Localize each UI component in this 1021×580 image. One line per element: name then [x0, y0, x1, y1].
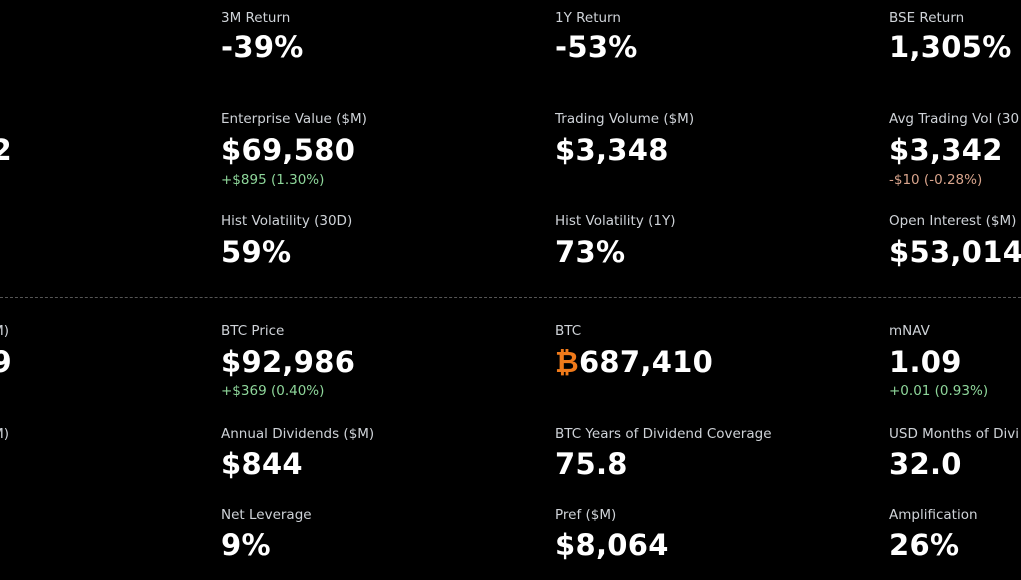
clipped-value: 9 — [0, 345, 12, 379]
metric-value: $8,064 — [555, 527, 669, 563]
value-text: 59% — [221, 235, 292, 269]
value-text: 1.09 — [889, 345, 962, 379]
metric-label: Trading Volume ($M) — [555, 111, 695, 127]
metric-label: Net Leverage — [221, 507, 312, 523]
value-text: 26% — [889, 528, 960, 562]
metric-change: -$10 (-0.28%) — [889, 172, 983, 188]
metric-value: $69,580 — [221, 132, 355, 168]
metric-value: $53,014 — [889, 234, 1021, 270]
currency-symbol: ₿ — [555, 345, 579, 379]
value-text: $3,348 — [555, 133, 669, 167]
metric-value: $92,986 — [221, 344, 355, 380]
value-text: $8,064 — [555, 528, 669, 562]
metric-label: BTC Price — [221, 323, 285, 339]
metric-value: $844 — [221, 446, 303, 482]
metric-label: BSE Return — [889, 10, 965, 26]
metric-label: Avg Trading Vol (30 — [889, 111, 1020, 127]
value-text: 32.0 — [889, 447, 962, 481]
metric-change: +0.01 (0.93%) — [889, 383, 989, 399]
metric-value: $3,342 — [889, 132, 1003, 168]
metric-label: BTC Years of Dividend Coverage — [555, 426, 772, 442]
metric-label: 1Y Return — [555, 10, 621, 26]
metric-value: 59% — [221, 234, 291, 270]
metric-value: $3,348 — [555, 132, 669, 168]
clipped-label: M) — [0, 426, 9, 442]
value-text: -39% — [221, 30, 304, 64]
metric-label: mNAV — [889, 323, 930, 339]
metric-value: 26% — [889, 527, 959, 563]
metric-value: 1.09 — [889, 344, 962, 380]
metric-label: 3M Return — [221, 10, 291, 26]
metric-value: 75.8 — [555, 446, 628, 482]
value-text: $3,342 — [889, 133, 1003, 167]
metric-label: Annual Dividends ($M) — [221, 426, 375, 442]
value-text: 1,305% — [889, 30, 1012, 64]
metric-value: ₿687,410 — [555, 344, 713, 380]
metric-value: 1,305% — [889, 29, 1012, 65]
value-text: $53,014 — [889, 235, 1021, 269]
metric-change: +$369 (0.40%) — [221, 383, 325, 399]
metric-label: Amplification — [889, 507, 978, 523]
metric-label: Hist Volatility (1Y) — [555, 213, 676, 229]
value-text: $92,986 — [221, 345, 356, 379]
metric-change: +$895 (1.30%) — [221, 172, 325, 188]
metric-label: Enterprise Value ($M) — [221, 111, 367, 127]
metric-value: 32.0 — [889, 446, 962, 482]
clipped-value: 2 — [0, 133, 12, 167]
clipped-label: M) — [0, 323, 9, 339]
metric-label: BTC — [555, 323, 582, 339]
value-text: $844 — [221, 447, 303, 481]
metric-label: Hist Volatility (30D) — [221, 213, 353, 229]
metric-value: -39% — [221, 29, 304, 65]
metric-value: 9% — [221, 527, 271, 563]
metric-label: Open Interest ($M) — [889, 213, 1017, 229]
metric-value: 73% — [555, 234, 625, 270]
metric-label: USD Months of Divi — [889, 426, 1019, 442]
value-text: 687,410 — [578, 345, 714, 379]
metric-value: -53% — [555, 29, 638, 65]
value-text: $69,580 — [221, 133, 356, 167]
value-text: 9% — [221, 528, 271, 562]
value-text: 75.8 — [555, 447, 628, 481]
metric-label: Pref ($M) — [555, 507, 617, 523]
section-divider — [0, 297, 1021, 298]
value-text: -53% — [555, 30, 638, 64]
value-text: 73% — [555, 235, 626, 269]
